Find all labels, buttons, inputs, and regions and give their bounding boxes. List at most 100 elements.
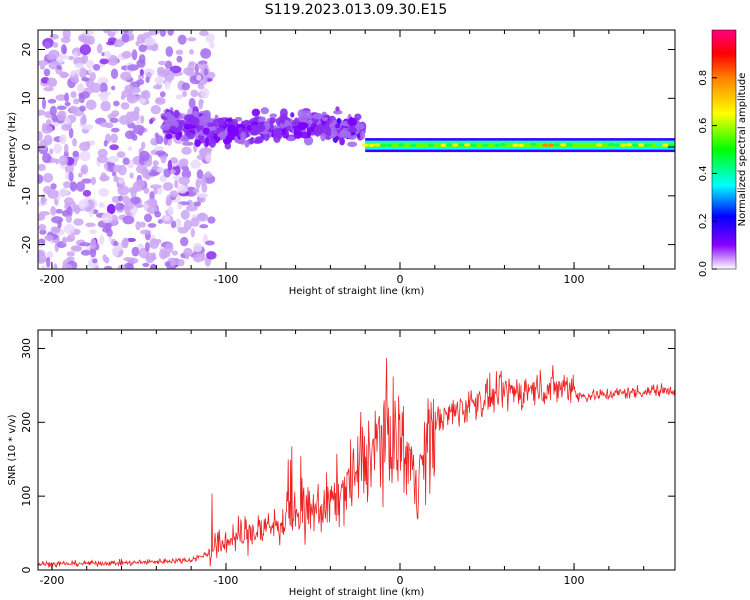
spectrogram-band-blob — [170, 116, 176, 121]
snr-series-line — [38, 357, 675, 568]
spectrogram-noise-blob — [87, 68, 93, 74]
spectrogram-noise-blob — [56, 65, 62, 70]
spectrogram-noise-blob — [164, 243, 174, 254]
spectrogram-noise-blob — [147, 223, 157, 228]
spectrogram-line-peak — [458, 143, 465, 147]
spectrogram-noise-blob — [175, 94, 183, 100]
spectrogram-noise-blob — [122, 237, 129, 247]
spectrogram-line-peak — [404, 144, 411, 148]
spectrogram-line-peak — [638, 143, 645, 147]
spectrogram-noise-blob — [49, 105, 57, 117]
spectrogram-noise-blob — [38, 131, 43, 142]
spectrogram-noise-blob — [140, 115, 145, 124]
spectrogram-noise-blob — [109, 117, 119, 124]
colorbar-tick-label: 0.8 — [698, 70, 709, 86]
colorbar-tick-label: 0.4 — [698, 165, 709, 181]
spectrogram-band-blob — [333, 110, 343, 115]
spectrogram-noise-blob — [190, 159, 201, 169]
spectrogram-band-blob — [269, 113, 277, 119]
spectrogram-noise-blob — [153, 146, 165, 152]
spectrogram-noise-blob — [51, 227, 61, 234]
spectrogram-noise-blob — [121, 50, 132, 59]
spectrogram-noise-blob — [135, 220, 141, 231]
spectrogram-noise-blob — [96, 43, 103, 54]
spectrogram-band-blob — [334, 123, 341, 129]
spectrogram-noise-blob — [79, 150, 91, 162]
spectrogram-noise-blob — [126, 257, 139, 264]
spectrogram-y-axis-label: Frequency (Hz) — [7, 112, 18, 188]
spectrogram-noise-blob — [125, 118, 134, 125]
spectrogram-noise-blob — [79, 141, 91, 152]
spectrogram-noise-blob — [149, 118, 154, 125]
spectrogram-band-blob — [228, 128, 240, 137]
spectrogram-noise-blob — [117, 195, 124, 202]
spectrogram-noise-blob — [186, 199, 194, 207]
spectrogram-noise-blob — [189, 49, 194, 55]
spectrogram-noise-blob — [199, 30, 209, 37]
spectrogram-noise-blob — [73, 98, 80, 105]
spectrogram-noise-blob — [113, 240, 119, 247]
spectrogram-band-blob — [238, 127, 244, 133]
snr-chart: -200 -100 0 100 0 100 200 300 Height of straight… — [7, 329, 676, 598]
spectrogram-line-peak — [410, 143, 417, 148]
spectrogram-noise-blob — [122, 215, 135, 225]
spectrogram-noise-blob — [132, 124, 145, 135]
spectrogram-line-peak — [416, 143, 423, 147]
spectrogram-noise-blob — [127, 64, 139, 71]
spectrogram-noise-blob — [167, 159, 173, 171]
spectrogram-noise-blob — [44, 234, 54, 241]
spectrogram-line-peak — [608, 143, 615, 147]
snr-xtick-label: -200 — [39, 574, 64, 587]
spectrogram-line-peak — [614, 143, 621, 147]
spectrogram-noise-blob — [52, 114, 58, 123]
spectrogram-ytick-label: -20 — [20, 236, 33, 254]
spectrogram-noise-blob — [44, 41, 51, 50]
spectrogram-noise-blob — [178, 176, 190, 185]
snr-ytick-label: 0 — [20, 567, 33, 574]
spectrogram-xtick-label: -200 — [39, 273, 64, 286]
spectrogram-noise-blob — [90, 238, 97, 250]
spectrogram-line-peak — [596, 143, 603, 147]
spectrogram-noise-blob — [77, 172, 83, 178]
spectrogram-band-blob — [251, 108, 261, 117]
spectrogram-noise-blob — [180, 209, 190, 220]
spectrogram-noise-blob — [129, 172, 134, 179]
spectrogram-noise-blob — [169, 190, 179, 198]
spectrogram-noise-blob — [138, 98, 147, 104]
spectrogram-noise-blob — [68, 127, 74, 139]
spectrogram-noise-blob — [192, 188, 200, 193]
spectrogram-noise-blob — [55, 208, 63, 214]
spectrogram-line-peak — [512, 143, 519, 147]
spectrogram-noise-blob — [76, 181, 86, 192]
spectrogram-band-blob — [160, 123, 171, 131]
spectrogram-line-peak — [374, 143, 381, 147]
spectrogram-band-blob — [164, 112, 172, 119]
spectrogram-noise-blob — [121, 33, 130, 43]
spectrogram-noise-blob — [112, 245, 120, 257]
spectrogram-noise-blob — [72, 150, 79, 158]
spectrogram-noise-blob — [116, 151, 126, 158]
spectrogram-noise-blob — [167, 30, 174, 36]
spectrogram-noise-blob — [111, 110, 120, 118]
spectrogram-noise-blob — [126, 94, 138, 104]
spectrogram-noise-blob — [43, 68, 51, 77]
spectrogram-noise-blob — [38, 109, 46, 116]
spectrogram-noise-blob — [56, 110, 67, 122]
spectrogram-noise-blob — [139, 221, 146, 228]
spectrogram-noise-blob — [103, 140, 108, 147]
spectrogram-noise-blob — [62, 181, 71, 189]
spectrogram-noise-blob — [163, 70, 175, 82]
spectrogram-noise-blob — [78, 91, 91, 99]
spectrogram-noise-blob — [209, 41, 215, 49]
spectrogram-band-blob — [184, 114, 195, 123]
spectrogram-noise-blob — [46, 77, 58, 88]
spectrogram-noise-blob — [159, 174, 167, 183]
spectrogram-band-blob — [354, 123, 365, 130]
spectrogram-noise-blob — [66, 206, 73, 218]
snr-xtick-label: -100 — [213, 574, 238, 587]
spectrogram-noise-blob — [155, 97, 163, 103]
spectrogram-noise-blob — [192, 242, 203, 253]
spectrogram-noise-blob — [142, 262, 150, 268]
spectrogram-noise-blob — [61, 263, 73, 269]
spectrogram-band-blob — [279, 114, 285, 123]
